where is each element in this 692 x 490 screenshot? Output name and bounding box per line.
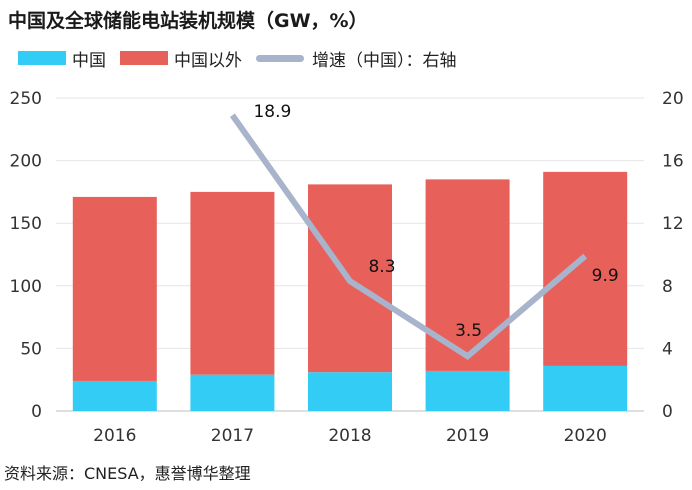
bar-outside-china xyxy=(425,179,510,371)
y-left-tick-label: 150 xyxy=(10,214,42,234)
legend-item-china: 中国 xyxy=(18,46,106,71)
growth-data-label: 9.9 xyxy=(592,266,619,286)
y-right-tick-label: 8 xyxy=(662,277,673,297)
y-left-tick-label: 250 xyxy=(10,89,42,109)
y-right-tick-label: 16 xyxy=(662,152,684,172)
bar-china xyxy=(308,372,392,411)
legend-label-china: 中国 xyxy=(72,50,106,71)
y-right-tick-label: 0 xyxy=(662,402,673,422)
y-right-tick-label: 20 xyxy=(662,89,684,109)
source-note: 资料来源：CNESA，惠誉博华整理 xyxy=(4,464,251,483)
growth-line xyxy=(229,113,588,360)
y-left-tick-label: 50 xyxy=(20,339,42,359)
y-right-tick-label: 12 xyxy=(662,214,684,234)
legend-item-growth: 增速（中国）：右轴 xyxy=(256,46,457,71)
y-left-tick-label: 100 xyxy=(10,277,42,297)
growth-data-label: 3.5 xyxy=(455,321,482,341)
bar-outside-china xyxy=(72,196,157,381)
x-tick-label: 2016 xyxy=(93,426,136,446)
growth-data-label: 18.9 xyxy=(253,102,291,122)
bar-china xyxy=(425,370,510,411)
legend-swatch-growth xyxy=(256,54,304,62)
x-tick-label: 2018 xyxy=(328,426,371,446)
legend: 中国 中国以外 增速（中国）：右轴 xyxy=(18,46,471,71)
y-right-tick-label: 4 xyxy=(662,339,673,359)
y-left-tick-label: 200 xyxy=(10,152,42,172)
legend-swatch-outside-china xyxy=(120,51,168,65)
legend-label-outside-china: 中国以外 xyxy=(174,50,242,71)
bar-china xyxy=(543,365,628,411)
legend-label-growth: 增速（中国）：右轴 xyxy=(312,50,457,71)
bar-china xyxy=(72,380,157,411)
bar-outside-china xyxy=(190,191,275,375)
x-tick-label: 2020 xyxy=(564,426,607,446)
x-tick-label: 2017 xyxy=(211,426,254,446)
legend-item-outside-china: 中国以外 xyxy=(120,46,242,71)
chart-title: 中国及全球储能电站装机规模（GW，%） xyxy=(8,10,368,32)
legend-swatch-china xyxy=(18,51,66,65)
y-left-tick-label: 0 xyxy=(31,402,42,422)
bar-china xyxy=(190,374,275,411)
growth-data-label: 8.3 xyxy=(368,257,395,277)
bar-outside-china xyxy=(543,171,628,366)
x-tick-label: 2019 xyxy=(446,426,489,446)
